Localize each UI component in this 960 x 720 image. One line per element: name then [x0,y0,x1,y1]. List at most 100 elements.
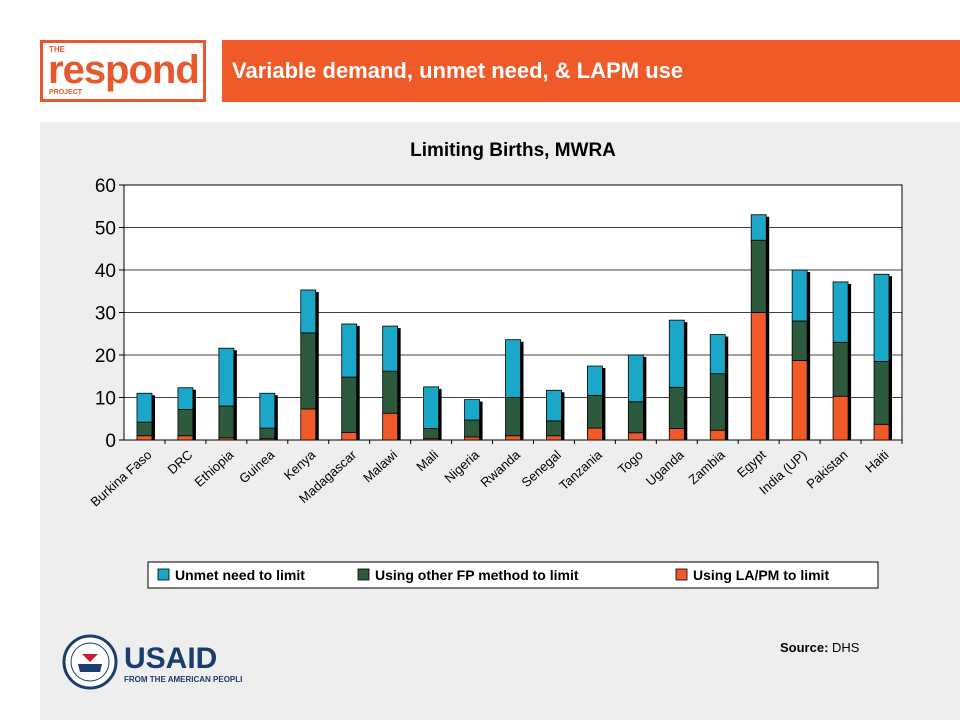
bar-segment [505,435,521,441]
bar-segment [832,341,849,397]
legend-label: Unmet need to limit [175,567,305,583]
bar-shadow [479,401,483,440]
bar-shadow [520,341,524,440]
y-tick-label: 40 [95,261,116,282]
bar-segment [177,387,194,410]
bar-segment [546,420,562,437]
bar-shadow [151,395,155,440]
legend-swatch [357,568,370,581]
bar-segment [791,360,808,441]
bar-shadow [889,276,893,440]
bar-segment [341,323,358,378]
source-value: DHS [832,640,860,655]
x-tick-label: Haiti [862,447,891,476]
source-label: Source: [780,640,829,655]
legend-box [147,561,879,589]
bar-shadow [643,357,647,440]
bar-shadow [725,336,729,440]
y-tick-label: 20 [95,346,116,367]
bar-shadow [848,283,852,440]
legend-label: Using LA/PM to limit [693,567,829,583]
bar-segment [464,419,480,438]
bar-segment [218,347,235,407]
slide-title: Variable demand, unmet need, & LAPM use [232,58,684,83]
bar-segment [382,325,399,372]
source-note: Source: DHS [780,640,859,655]
bar-segment [791,269,808,322]
x-tick-label: Togo [615,447,646,477]
x-tick-label: Rwanda [478,447,524,491]
bar-segment [382,370,399,414]
bar-shadow [602,368,606,440]
bar-segment [791,320,808,361]
x-tick-label: Mali [413,447,441,474]
bar-segment [177,435,194,441]
bar-segment [586,394,603,429]
bar-shadow [192,389,196,440]
bar-shadow [356,325,360,440]
bar-segment [259,392,276,429]
bar-segment [873,360,890,425]
bar-segment [382,412,399,441]
chart-title: Limiting Births, MWRA [410,140,616,161]
x-tick-label: DRC [164,447,195,477]
bar-segment [505,397,521,437]
bar-segment [177,408,194,437]
bar-segment [546,389,562,422]
bar-segment [300,332,317,410]
legend-swatch [157,568,170,581]
bar-shadow [684,322,688,440]
bar-segment [750,239,767,313]
bar-segment [218,405,235,439]
bar-segment [709,429,726,441]
legend-label: Using other FP method to limit [375,567,579,583]
stacked-bar-chart: Limiting Births, MWRA 0 10 20 30 40 50 60 Burkin… [88,140,903,589]
bar-segment [873,273,890,362]
bar-shadow [397,328,401,440]
bar-segment [341,431,358,441]
bar-segment [136,392,153,423]
bar-segment [505,339,521,398]
x-tick-label: Tanzania [556,447,605,493]
x-tick-label: Burkina Faso [88,447,155,509]
bar-shadow [766,216,770,440]
y-tick-label: 50 [95,219,116,240]
y-tick-label: 10 [95,389,116,410]
bar-segment [586,427,603,441]
bar-segment [586,365,603,396]
y-tick-label: 60 [95,176,116,197]
respond-project-logo: THE respond PROJECT [40,40,206,102]
x-tick-label: Kenya [281,447,319,483]
bar-segment [300,289,317,334]
bar-shadow [315,291,319,440]
bar-segment [627,354,644,403]
chart-panel: Limiting Births, MWRA 0 10 20 30 40 50 60 Burkin… [40,122,960,720]
x-tick-label: Pakistan [803,447,850,492]
bar-segment [750,312,767,441]
bar-segment [546,435,562,441]
x-tick-label: Nigeria [441,447,482,486]
usaid-logo-main: USAID [124,642,217,675]
bar-shadow [561,392,565,440]
x-tick-label: Malawi [360,447,400,485]
bar-segment [423,428,440,440]
bar-segment [136,435,153,441]
bar-segment [709,334,726,375]
bar-shadow [807,272,811,440]
x-tick-label: Guinea [236,447,278,487]
bar-segment [136,421,153,437]
bar-segment [464,399,480,421]
legend-swatch [675,568,688,581]
bar-shadow [233,350,237,440]
title-bar: Variable demand, unmet need, & LAPM use [222,40,960,102]
bar-segment [464,436,480,441]
usaid-logo-tagline: FROM THE AMERICAN PEOPLE [124,675,242,684]
usaid-logo: USAID FROM THE AMERICAN PEOPLE [62,634,242,690]
x-tick-label: Uganda [643,447,687,489]
bar-segment [259,427,276,440]
bar-segment [627,401,644,434]
logo-main-text: respond [48,48,200,92]
logo-the-text: THE [49,45,65,54]
y-tick-label: 0 [105,431,116,452]
x-tick-label: Ethiopia [191,447,237,490]
